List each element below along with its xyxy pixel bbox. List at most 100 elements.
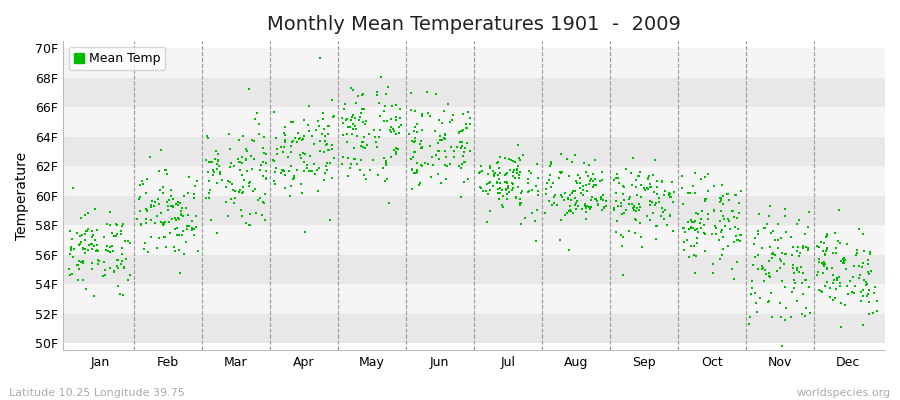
Point xyxy=(622,201,636,207)
Point xyxy=(836,260,850,266)
Point xyxy=(762,270,777,276)
Point xyxy=(386,147,400,154)
Point xyxy=(802,209,816,215)
Point xyxy=(408,123,422,130)
Point xyxy=(755,244,770,251)
Point xyxy=(199,156,213,163)
Point xyxy=(326,114,340,121)
Point xyxy=(501,184,516,191)
Point xyxy=(583,197,598,204)
Point xyxy=(791,253,806,260)
Point xyxy=(814,239,829,245)
Point xyxy=(579,168,593,175)
Point xyxy=(566,210,580,216)
Point xyxy=(175,205,189,212)
Point xyxy=(87,237,102,244)
Point xyxy=(851,262,866,269)
Point xyxy=(751,231,765,238)
Point xyxy=(276,167,291,174)
Point xyxy=(690,210,705,217)
Point xyxy=(336,153,350,160)
Point xyxy=(429,91,444,98)
Point xyxy=(597,204,611,210)
Point xyxy=(236,189,250,195)
Point xyxy=(223,196,238,202)
Point xyxy=(154,147,168,153)
Point xyxy=(491,190,505,196)
Point xyxy=(317,125,331,132)
Point xyxy=(297,168,311,174)
Point xyxy=(268,165,283,172)
Point xyxy=(815,260,830,266)
Point xyxy=(521,189,535,196)
Point xyxy=(287,134,302,141)
Point xyxy=(562,173,577,180)
Point xyxy=(565,190,580,196)
Point xyxy=(172,216,186,223)
Point xyxy=(608,175,623,181)
Point xyxy=(514,190,528,196)
Point xyxy=(500,180,515,186)
Point xyxy=(723,226,737,232)
Point xyxy=(165,216,179,222)
Point xyxy=(632,173,646,180)
Point xyxy=(511,162,526,169)
Point xyxy=(63,228,77,234)
Point xyxy=(180,190,194,196)
Point xyxy=(86,234,100,240)
Point xyxy=(115,223,130,230)
Point xyxy=(200,133,214,140)
Point xyxy=(818,261,832,267)
Point xyxy=(716,227,730,234)
Point xyxy=(457,158,472,165)
Point xyxy=(628,215,643,222)
Point xyxy=(721,243,735,249)
Point xyxy=(172,247,186,253)
Point xyxy=(729,259,743,265)
Point xyxy=(596,192,610,198)
Point xyxy=(734,237,748,244)
Point xyxy=(860,293,875,299)
Point xyxy=(570,198,584,204)
Point xyxy=(496,204,510,210)
Point xyxy=(415,144,429,150)
Point xyxy=(225,181,239,188)
Point xyxy=(74,258,88,265)
Point xyxy=(759,271,773,277)
Point xyxy=(860,291,875,297)
Point xyxy=(327,113,341,120)
Point xyxy=(568,194,582,201)
Point xyxy=(803,310,817,317)
Point xyxy=(379,91,393,97)
Point xyxy=(422,142,436,149)
Point xyxy=(778,260,792,267)
Point xyxy=(411,182,426,188)
Point xyxy=(481,190,495,197)
Point xyxy=(856,322,870,328)
Point xyxy=(564,159,579,166)
Point xyxy=(415,145,429,152)
Point xyxy=(724,266,739,272)
Point xyxy=(269,146,284,152)
Point xyxy=(524,170,538,176)
Point xyxy=(207,156,221,162)
Point xyxy=(103,209,117,215)
Point xyxy=(641,186,655,192)
Point xyxy=(867,309,881,316)
Point xyxy=(245,136,259,143)
Point xyxy=(816,262,831,269)
Point xyxy=(775,343,789,349)
Point xyxy=(594,195,608,202)
Point xyxy=(344,116,358,123)
Point xyxy=(629,177,643,184)
Point xyxy=(231,158,246,165)
Point xyxy=(581,162,596,168)
Point xyxy=(379,160,393,166)
Point xyxy=(722,196,736,203)
Point xyxy=(473,185,488,192)
Point xyxy=(357,145,372,152)
Point xyxy=(231,137,246,143)
Point xyxy=(369,138,383,145)
Point xyxy=(153,187,167,194)
Point xyxy=(392,124,406,130)
